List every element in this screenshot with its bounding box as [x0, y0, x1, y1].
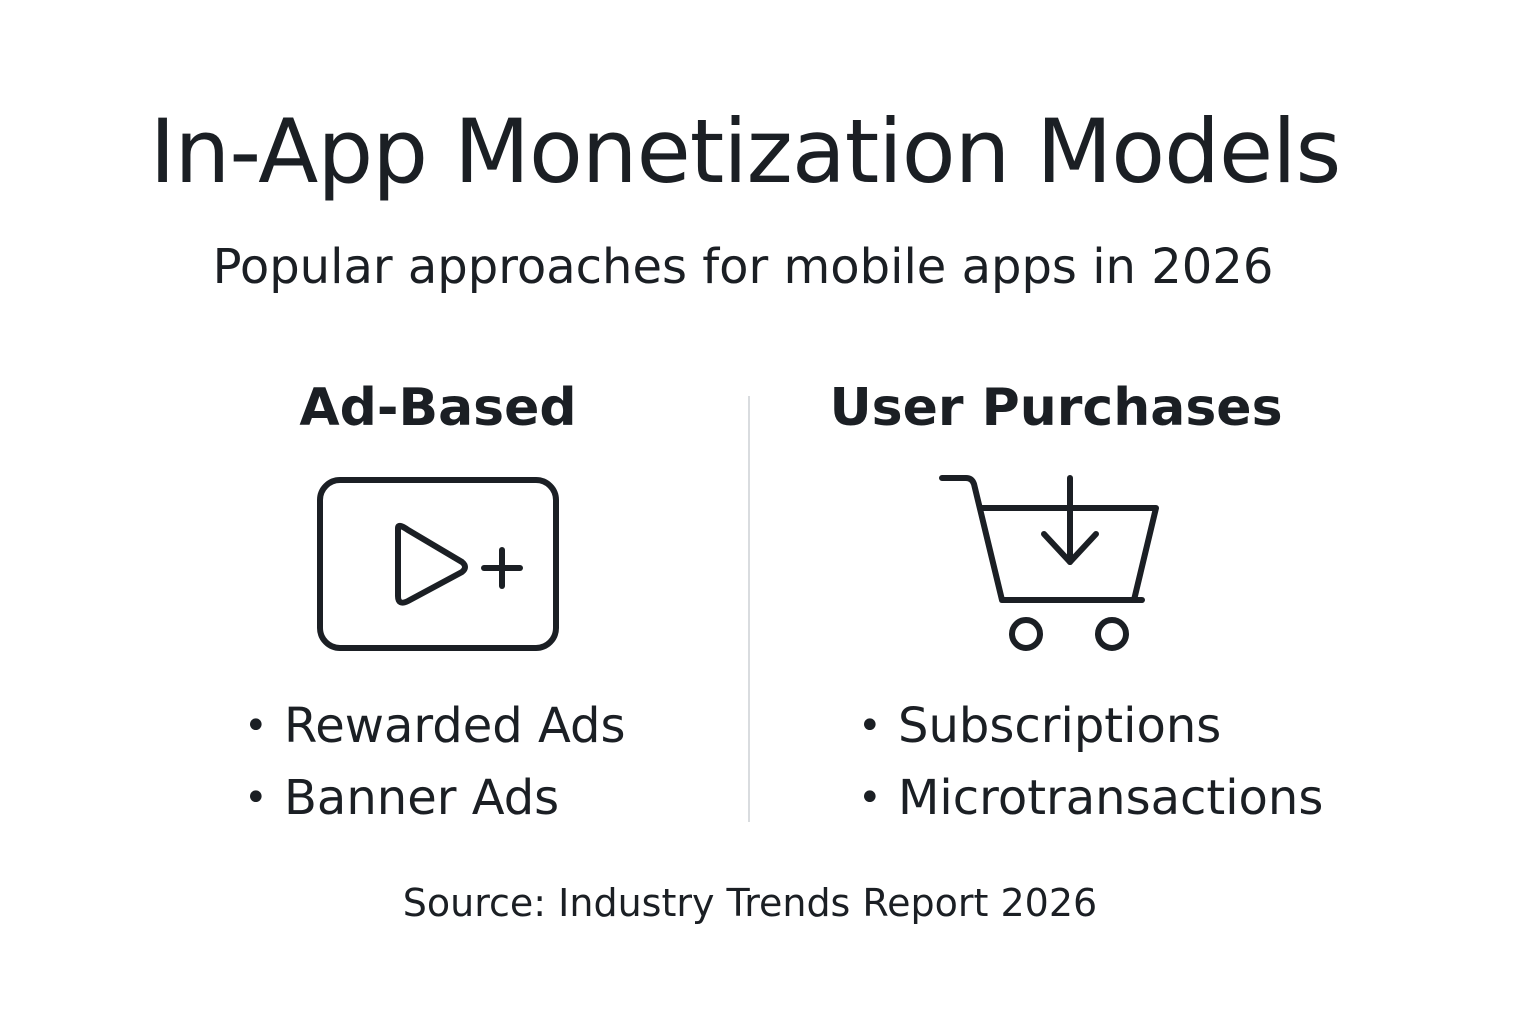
page-subtitle: Popular approaches for mobile apps in 20…: [212, 239, 1274, 295]
list-item: • Subscriptions: [858, 690, 1323, 762]
source-caption: Source: Industry Trends Report 2026: [402, 881, 1098, 925]
ad-based-heading: Ad-Based: [299, 378, 577, 438]
bullet-icon: •: [858, 775, 882, 821]
video-ad-play-plus-icon: [316, 476, 560, 652]
shopping-cart-download-icon: [936, 470, 1166, 660]
page-title: In-App Monetization Models: [149, 100, 1342, 203]
ad-based-list: • Rewarded Ads • Banner Ads: [244, 690, 625, 834]
list-item-label: Banner Ads: [284, 770, 560, 826]
list-item-label: Subscriptions: [898, 698, 1222, 754]
list-item: • Banner Ads: [244, 762, 625, 834]
list-item-label: Rewarded Ads: [284, 698, 626, 754]
user-purchases-heading: User Purchases: [829, 378, 1283, 438]
list-item-label: Microtransactions: [898, 770, 1324, 826]
list-item: • Rewarded Ads: [244, 690, 625, 762]
list-item: • Microtransactions: [858, 762, 1323, 834]
user-purchases-list: • Subscriptions • Microtransactions: [858, 690, 1323, 834]
column-divider: [748, 396, 750, 822]
bullet-icon: •: [244, 703, 268, 749]
bullet-icon: •: [244, 775, 268, 821]
bullet-icon: •: [858, 703, 882, 749]
